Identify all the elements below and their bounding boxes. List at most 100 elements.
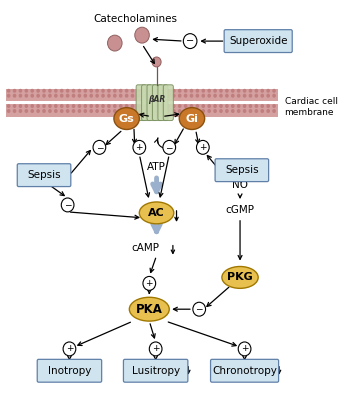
Circle shape bbox=[201, 109, 205, 113]
Circle shape bbox=[90, 94, 93, 98]
Ellipse shape bbox=[139, 202, 174, 224]
Circle shape bbox=[196, 94, 199, 98]
Circle shape bbox=[143, 276, 156, 290]
Text: +: + bbox=[145, 279, 153, 288]
FancyBboxPatch shape bbox=[163, 85, 173, 121]
Circle shape bbox=[113, 104, 117, 108]
Circle shape bbox=[267, 89, 270, 93]
Ellipse shape bbox=[222, 266, 258, 288]
Circle shape bbox=[113, 89, 117, 93]
Circle shape bbox=[125, 104, 128, 108]
Circle shape bbox=[272, 94, 276, 98]
Circle shape bbox=[113, 94, 117, 98]
Circle shape bbox=[249, 89, 252, 93]
Circle shape bbox=[119, 109, 122, 113]
Circle shape bbox=[125, 94, 128, 98]
Circle shape bbox=[7, 94, 11, 98]
Circle shape bbox=[149, 342, 162, 356]
Ellipse shape bbox=[129, 297, 169, 321]
Text: Sepsis: Sepsis bbox=[225, 165, 259, 175]
Circle shape bbox=[78, 109, 81, 113]
Circle shape bbox=[190, 89, 193, 93]
Circle shape bbox=[72, 89, 75, 93]
Text: +: + bbox=[135, 143, 143, 152]
Circle shape bbox=[267, 104, 270, 108]
Circle shape bbox=[131, 94, 134, 98]
Circle shape bbox=[83, 109, 87, 113]
Circle shape bbox=[243, 94, 246, 98]
Circle shape bbox=[60, 89, 63, 93]
Circle shape bbox=[154, 104, 158, 108]
Circle shape bbox=[237, 89, 240, 93]
FancyBboxPatch shape bbox=[158, 85, 168, 121]
Text: Cardiac cell
membrane: Cardiac cell membrane bbox=[284, 97, 338, 117]
Circle shape bbox=[237, 104, 240, 108]
Circle shape bbox=[237, 94, 240, 98]
Circle shape bbox=[63, 342, 76, 356]
Circle shape bbox=[137, 109, 140, 113]
Circle shape bbox=[101, 109, 105, 113]
Circle shape bbox=[113, 109, 117, 113]
Circle shape bbox=[19, 109, 22, 113]
Circle shape bbox=[163, 140, 176, 154]
Text: Superoxide: Superoxide bbox=[229, 36, 287, 46]
Circle shape bbox=[78, 89, 81, 93]
Circle shape bbox=[219, 104, 223, 108]
Circle shape bbox=[267, 109, 270, 113]
Circle shape bbox=[72, 94, 75, 98]
Circle shape bbox=[243, 104, 246, 108]
Circle shape bbox=[231, 109, 235, 113]
Circle shape bbox=[149, 94, 152, 98]
Circle shape bbox=[172, 89, 176, 93]
Circle shape bbox=[31, 109, 34, 113]
Text: cGMP: cGMP bbox=[226, 205, 255, 215]
FancyBboxPatch shape bbox=[37, 359, 102, 382]
Circle shape bbox=[90, 109, 93, 113]
Circle shape bbox=[119, 104, 122, 108]
Circle shape bbox=[154, 109, 158, 113]
Circle shape bbox=[172, 104, 176, 108]
Circle shape bbox=[142, 104, 146, 108]
Circle shape bbox=[31, 94, 34, 98]
Circle shape bbox=[231, 89, 235, 93]
Text: +: + bbox=[152, 344, 159, 353]
Text: Catecholamines: Catecholamines bbox=[94, 14, 178, 24]
Text: −: − bbox=[96, 143, 103, 152]
Circle shape bbox=[160, 104, 164, 108]
Circle shape bbox=[36, 104, 40, 108]
Circle shape bbox=[133, 140, 146, 154]
Circle shape bbox=[166, 94, 170, 98]
Circle shape bbox=[243, 109, 246, 113]
Circle shape bbox=[25, 104, 28, 108]
Circle shape bbox=[54, 89, 58, 93]
Text: Chronotropy: Chronotropy bbox=[212, 366, 277, 376]
Circle shape bbox=[184, 109, 187, 113]
Circle shape bbox=[249, 94, 252, 98]
Circle shape bbox=[260, 89, 264, 93]
Circle shape bbox=[101, 89, 105, 93]
Circle shape bbox=[60, 94, 63, 98]
Circle shape bbox=[119, 94, 122, 98]
Text: NO: NO bbox=[232, 180, 248, 190]
Text: Gi: Gi bbox=[186, 114, 198, 123]
Text: PKA: PKA bbox=[136, 303, 163, 316]
FancyBboxPatch shape bbox=[215, 159, 269, 182]
Circle shape bbox=[225, 89, 229, 93]
Circle shape bbox=[255, 104, 258, 108]
Circle shape bbox=[219, 89, 223, 93]
Circle shape bbox=[243, 89, 246, 93]
Circle shape bbox=[60, 109, 63, 113]
Circle shape bbox=[213, 109, 217, 113]
Circle shape bbox=[160, 109, 164, 113]
Circle shape bbox=[225, 109, 229, 113]
Circle shape bbox=[219, 94, 223, 98]
Bar bbox=[6, 89, 278, 101]
Circle shape bbox=[135, 27, 149, 43]
Circle shape bbox=[95, 94, 99, 98]
Circle shape bbox=[95, 104, 99, 108]
Text: Inotropy: Inotropy bbox=[48, 366, 91, 376]
FancyBboxPatch shape bbox=[153, 85, 163, 121]
Circle shape bbox=[190, 109, 193, 113]
Circle shape bbox=[272, 104, 276, 108]
Circle shape bbox=[107, 104, 111, 108]
